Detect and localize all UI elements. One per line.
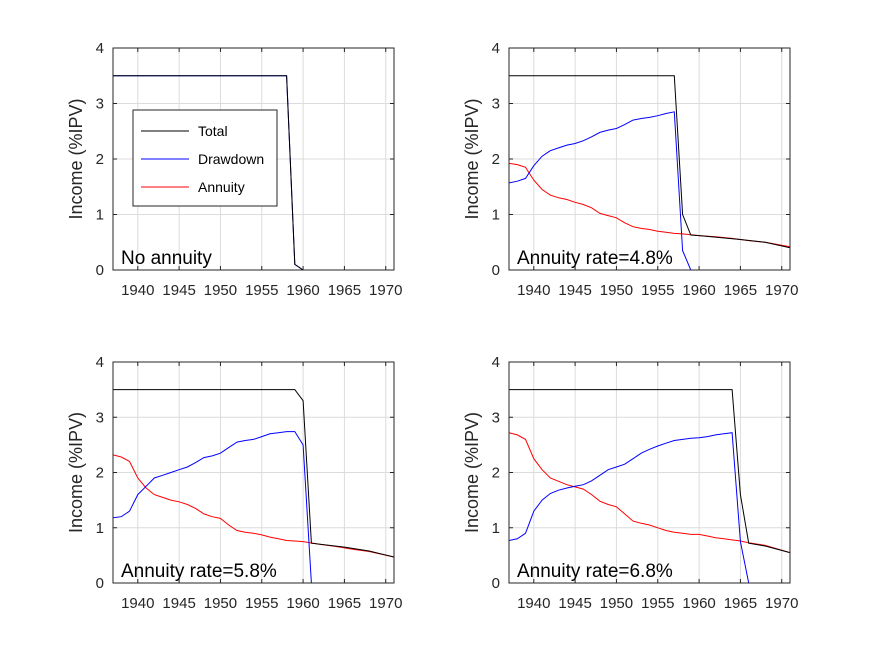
x-tick-label: 1965: [724, 595, 757, 612]
x-tick-label: 1955: [245, 595, 278, 612]
legend-label-drawdown: Drawdown: [198, 151, 264, 167]
y-tick-label: 3: [96, 96, 104, 113]
x-tick-label: 1970: [369, 282, 402, 299]
legend-label-annuity: Annuity: [198, 179, 245, 195]
series-line-drawdown: [113, 431, 394, 584]
y-tick-label: 2: [492, 465, 500, 482]
x-tick-label: 1955: [641, 282, 674, 299]
y-axis-label: Income (%IPV): [462, 412, 482, 533]
x-tick-label: 1950: [600, 282, 633, 299]
y-tick-label: 2: [96, 465, 104, 482]
subplot-2: 1940 1945 1950 1955 1960 1965 1970 0 1 2 3 4 Income …: [462, 40, 798, 299]
y-tick-label: 0: [492, 262, 500, 279]
y-tick-label: 3: [96, 409, 104, 426]
x-tick-label: 1945: [558, 595, 591, 612]
x-tick-label: 1945: [162, 282, 195, 299]
series-line-total: [509, 75, 790, 249]
x-tick-label: 1955: [245, 282, 278, 299]
x-tick-label: 1945: [558, 282, 591, 299]
y-tick-label: 4: [492, 40, 500, 57]
subplot-1: 1940 1945 1950 1955 1960 1965 1970 0 1 2 3 4 Income …: [66, 40, 402, 299]
y-tick-label: 4: [492, 354, 500, 371]
y-axis-label: Income (%IPV): [462, 98, 482, 219]
x-tick-label: 1950: [204, 282, 237, 299]
legend-label-total: Total: [198, 123, 228, 139]
x-tick-label: 1965: [724, 282, 757, 299]
y-tick-label: 3: [492, 96, 500, 113]
x-tick-label: 1960: [682, 282, 715, 299]
y-tick-label: 1: [96, 520, 104, 537]
series-line-drawdown: [509, 111, 790, 271]
y-tick-label: 0: [96, 262, 104, 279]
y-tick-label: 0: [492, 575, 500, 592]
legend-box: [132, 109, 278, 207]
x-tick-label: 1965: [328, 595, 361, 612]
x-tick-label: 1960: [286, 595, 319, 612]
x-tick-label: 1970: [765, 595, 798, 612]
y-tick-label: 4: [96, 40, 104, 57]
y-axis-label: Income (%IPV): [66, 412, 86, 533]
panel-annotation: Annuity rate=6.8%: [517, 561, 673, 582]
x-tick-label: 1950: [204, 595, 237, 612]
x-tick-label: 1940: [121, 282, 154, 299]
y-tick-label: 2: [492, 151, 500, 168]
y-tick-label: 3: [492, 409, 500, 426]
x-tick-label: 1940: [517, 595, 550, 612]
x-tick-label: 1955: [641, 595, 674, 612]
y-axis-label: Income (%IPV): [66, 98, 86, 219]
y-tick-label: 4: [96, 354, 104, 371]
x-tick-label: 1960: [682, 595, 715, 612]
series-line-annuity: [509, 432, 790, 554]
y-tick-label: 1: [492, 520, 500, 537]
series-line-drawdown: [509, 432, 790, 584]
panel-annotation: Annuity rate=5.8%: [121, 561, 277, 582]
x-tick-label: 1960: [286, 282, 319, 299]
series-line-total: [509, 389, 790, 554]
x-tick-label: 1970: [369, 595, 402, 612]
y-tick-label: 1: [96, 207, 104, 224]
series-line-total: [113, 389, 394, 558]
panel-annotation: No annuity: [121, 248, 212, 269]
y-tick-label: 2: [96, 151, 104, 168]
x-tick-label: 1970: [765, 282, 798, 299]
x-tick-label: 1965: [328, 282, 361, 299]
x-tick-label: 1940: [517, 282, 550, 299]
subplot-4: 1940 1945 1950 1955 1960 1965 1970 0 1 2 3 4 Income …: [462, 354, 798, 612]
x-tick-label: 1950: [600, 595, 633, 612]
y-tick-label: 0: [96, 575, 104, 592]
x-tick-label: 1940: [121, 595, 154, 612]
legend: Total Drawdown Annuity: [132, 109, 278, 207]
y-tick-label: 1: [492, 207, 500, 224]
x-tick-label: 1945: [162, 595, 195, 612]
panel-annotation: Annuity rate=4.8%: [517, 248, 673, 269]
subplot-3: 1940 1945 1950 1955 1960 1965 1970 0 1 2 3 4 Income …: [66, 354, 402, 612]
